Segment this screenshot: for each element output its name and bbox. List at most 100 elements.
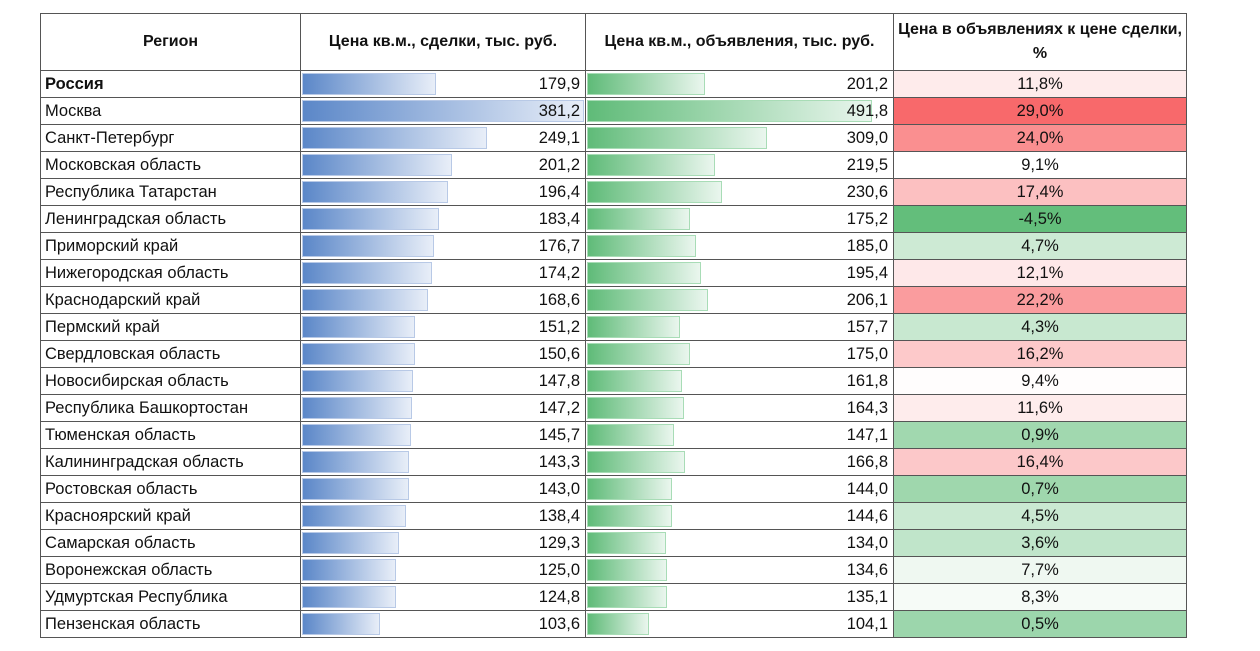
ratio-cell: 22,2% bbox=[893, 286, 1187, 314]
ads-price-bar bbox=[587, 154, 716, 176]
deal-price-value: 150,6 bbox=[538, 345, 580, 363]
ratio-cell: 11,6% bbox=[893, 394, 1187, 422]
ads-price-cell: 201,2 bbox=[585, 70, 894, 98]
region-cell: Ленинградская область bbox=[40, 205, 301, 233]
deal-price-bar bbox=[302, 73, 437, 95]
deal-price-cell: 196,4 bbox=[300, 178, 586, 206]
region-cell: Воронежская область bbox=[40, 556, 301, 584]
table-row: Самарская область 129,3 134,0 3,6% bbox=[40, 529, 1187, 557]
deal-price-bar bbox=[302, 235, 434, 257]
deal-price-cell: 147,2 bbox=[300, 394, 586, 422]
deal-price-cell: 124,8 bbox=[300, 583, 586, 611]
ratio-cell: 9,1% bbox=[893, 151, 1187, 179]
table-row: Ленинградская область 183,4 175,2 -4,5% bbox=[40, 205, 1187, 233]
deal-price-cell: 201,2 bbox=[300, 151, 586, 179]
ratio-cell: 7,7% bbox=[893, 556, 1187, 584]
table-row: Ростовская область 143,0 144,0 0,7% bbox=[40, 475, 1187, 503]
price-table: Регион Цена кв.м., сделки, тыс. руб. Цен… bbox=[40, 13, 1187, 638]
deal-price-bar bbox=[302, 424, 411, 446]
deal-price-bar bbox=[302, 127, 487, 149]
ratio-cell: -4,5% bbox=[893, 205, 1187, 233]
ads-price-value: 104,1 bbox=[846, 615, 888, 633]
ratio-cell: 4,5% bbox=[893, 502, 1187, 530]
ads-price-value: 161,8 bbox=[846, 372, 888, 390]
deal-price-cell: 103,6 bbox=[300, 610, 586, 638]
deal-price-value: 129,3 bbox=[538, 534, 580, 552]
deal-price-bar bbox=[302, 208, 439, 230]
region-cell: Калининградская область bbox=[40, 448, 301, 476]
table-row: Красноярский край 138,4 144,6 4,5% bbox=[40, 502, 1187, 530]
ads-price-value: 144,0 bbox=[846, 480, 888, 498]
ads-price-bar bbox=[587, 289, 708, 311]
deal-price-value: 174,2 bbox=[538, 264, 580, 282]
ads-price-value: 175,2 bbox=[846, 210, 888, 228]
table-row: Пермский край 151,2 157,7 4,3% bbox=[40, 313, 1187, 341]
deal-price-cell: 129,3 bbox=[300, 529, 586, 557]
ads-price-cell: 491,8 bbox=[585, 97, 894, 125]
ads-price-bar bbox=[587, 73, 705, 95]
region-cell: Республика Башкортостан bbox=[40, 394, 301, 422]
deal-price-bar bbox=[302, 370, 413, 392]
ads-price-bar bbox=[587, 208, 690, 230]
ads-price-value: 309,0 bbox=[846, 129, 888, 147]
table-row: Новосибирская область 147,8 161,8 9,4% bbox=[40, 367, 1187, 395]
ads-price-cell: 175,2 bbox=[585, 205, 894, 233]
region-cell: Санкт-Петербург bbox=[40, 124, 301, 152]
table-row: Республика Татарстан 196,4 230,6 17,4% bbox=[40, 178, 1187, 206]
deal-price-bar bbox=[302, 181, 449, 203]
ratio-cell: 11,8% bbox=[893, 70, 1187, 98]
ads-price-value: 219,5 bbox=[846, 156, 888, 174]
ratio-cell: 17,4% bbox=[893, 178, 1187, 206]
deal-price-value: 125,0 bbox=[538, 561, 580, 579]
deal-price-bar bbox=[302, 559, 396, 581]
ads-price-bar bbox=[587, 235, 696, 257]
ads-price-value: 166,8 bbox=[846, 453, 888, 471]
ads-price-cell: 134,6 bbox=[585, 556, 894, 584]
table-row: Удмуртская Республика 124,8 135,1 8,3% bbox=[40, 583, 1187, 611]
deal-price-cell: 138,4 bbox=[300, 502, 586, 530]
deal-price-value: 138,4 bbox=[538, 507, 580, 525]
table-row: Москва 381,2 491,8 29,0% bbox=[40, 97, 1187, 125]
ads-price-value: 135,1 bbox=[846, 588, 888, 606]
deal-price-cell: 168,6 bbox=[300, 286, 586, 314]
deal-price-bar bbox=[302, 532, 399, 554]
deal-price-cell: 151,2 bbox=[300, 313, 586, 341]
ads-price-value: 491,8 bbox=[846, 102, 888, 120]
deal-price-value: 168,6 bbox=[538, 291, 580, 309]
deal-price-cell: 150,6 bbox=[300, 340, 586, 368]
region-cell: Краснодарский край bbox=[40, 286, 301, 314]
ratio-cell: 12,1% bbox=[893, 259, 1187, 287]
ads-price-cell: 206,1 bbox=[585, 286, 894, 314]
deal-price-bar bbox=[302, 316, 416, 338]
region-cell: Самарская область bbox=[40, 529, 301, 557]
ads-price-cell: 175,0 bbox=[585, 340, 894, 368]
deal-price-cell: 381,2 bbox=[300, 97, 586, 125]
deal-price-value: 124,8 bbox=[538, 588, 580, 606]
deal-price-cell: 145,7 bbox=[300, 421, 586, 449]
table-row: Республика Башкортостан 147,2 164,3 11,6% bbox=[40, 394, 1187, 422]
ads-price-cell: 135,1 bbox=[585, 583, 894, 611]
deal-price-cell: 125,0 bbox=[300, 556, 586, 584]
region-cell: Пермский край bbox=[40, 313, 301, 341]
ads-price-cell: 164,3 bbox=[585, 394, 894, 422]
header-row: Регион Цена кв.м., сделки, тыс. руб. Цен… bbox=[40, 13, 1187, 71]
deal-price-bar bbox=[302, 478, 409, 500]
ratio-cell: 4,3% bbox=[893, 313, 1187, 341]
header-region: Регион bbox=[40, 13, 301, 71]
deal-price-value: 183,4 bbox=[538, 210, 580, 228]
deal-price-value: 103,6 bbox=[538, 615, 580, 633]
table-row: Свердловская область 150,6 175,0 16,2% bbox=[40, 340, 1187, 368]
ads-price-cell: 157,7 bbox=[585, 313, 894, 341]
ads-price-bar bbox=[587, 397, 684, 419]
ratio-cell: 24,0% bbox=[893, 124, 1187, 152]
ads-price-value: 206,1 bbox=[846, 291, 888, 309]
header-ads-price: Цена кв.м., объявления, тыс. руб. bbox=[585, 13, 894, 71]
ads-price-value: 164,3 bbox=[846, 399, 888, 417]
ratio-cell: 8,3% bbox=[893, 583, 1187, 611]
region-cell: Пензенская область bbox=[40, 610, 301, 638]
ratio-cell: 16,2% bbox=[893, 340, 1187, 368]
ads-price-value: 195,4 bbox=[846, 264, 888, 282]
table-row: Калининградская область 143,3 166,8 16,4% bbox=[40, 448, 1187, 476]
ads-price-bar bbox=[587, 100, 872, 122]
ads-price-value: 230,6 bbox=[846, 183, 888, 201]
